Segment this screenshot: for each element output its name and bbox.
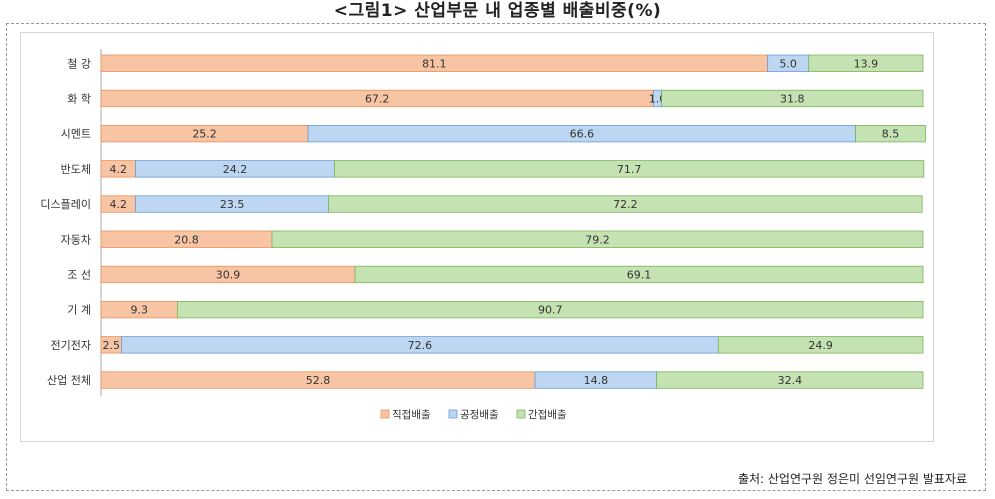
legend-swatch-간접배출	[516, 409, 526, 419]
bar-간접배출-0	[808, 54, 924, 72]
category-label: 디스플레이	[40, 198, 91, 211]
source-note: 출처: 산업연구원 정은미 선임연구원 발표자료	[737, 472, 967, 486]
bar-간접배출-1	[661, 89, 924, 108]
legend-label: 직접배출	[392, 409, 431, 421]
bar-간접배출-2	[855, 125, 926, 143]
data-label: 90.7	[538, 304, 563, 317]
bar-간접배출-4	[328, 195, 923, 213]
bar-간접배출-3	[334, 160, 925, 178]
data-label: 72.2	[613, 198, 638, 211]
data-label: 5.0	[779, 57, 797, 70]
legend-swatch-직접배출	[380, 409, 390, 419]
data-label: 66.6	[570, 128, 595, 141]
category-label: 산업 전체	[47, 374, 91, 387]
data-label: 14.8	[584, 374, 609, 387]
bar-간접배출-8	[717, 336, 924, 354]
data-label: 24.9	[808, 339, 833, 352]
data-label: 2.5	[103, 339, 121, 352]
bar-간접배출-6	[354, 265, 924, 284]
legend-label: 공정배출	[460, 409, 499, 421]
data-label: 4.2	[110, 163, 128, 176]
data-label: 32.4	[778, 374, 803, 387]
data-label: 20.8	[174, 233, 199, 246]
category-label: 전기전자	[51, 339, 91, 352]
category-label: 철 강	[67, 57, 91, 70]
category-label: 화 학	[67, 92, 91, 105]
data-label: 23.5	[220, 198, 245, 211]
data-label: 8.5	[882, 128, 900, 141]
page-title: <그림1> 산업부문 내 업종별 배출비중(%)	[333, 1, 662, 21]
category-label: 기 계	[67, 304, 91, 317]
data-label: 67.2	[365, 92, 390, 105]
data-label: 24.2	[223, 163, 248, 176]
data-label: 9.3	[130, 304, 148, 317]
legend-swatch-공정배출	[448, 409, 458, 419]
data-label: 79.2	[585, 233, 610, 246]
data-label: 25.2	[192, 128, 217, 141]
data-label: 52.8	[306, 374, 331, 387]
data-label: 13.9	[854, 57, 879, 70]
data-label: 31.8	[780, 92, 805, 105]
bar-간접배출-7	[177, 300, 924, 319]
category-label: 조 선	[67, 268, 91, 281]
data-label: 30.9	[216, 268, 241, 281]
data-label: 4.2	[110, 198, 128, 211]
data-label: 69.1	[627, 268, 652, 281]
data-label: 71.7	[617, 163, 642, 176]
data-label: 81.1	[422, 57, 447, 70]
category-label: 반도체	[61, 163, 91, 176]
chart-frame: 철 강 81.1 5.0 13.9 화 학 67.2 1.0 31.8 시멘트 25.2 66.6 8…	[20, 32, 934, 442]
category-label: 자동차	[61, 233, 91, 246]
bar-간접배출-5	[271, 230, 924, 248]
legend-label: 간접배출	[528, 409, 567, 421]
outer-frame	[6, 23, 986, 491]
category-label: 시멘트	[61, 128, 91, 141]
bar-간접배출-9	[656, 371, 924, 389]
data-label: 72.6	[408, 339, 433, 352]
